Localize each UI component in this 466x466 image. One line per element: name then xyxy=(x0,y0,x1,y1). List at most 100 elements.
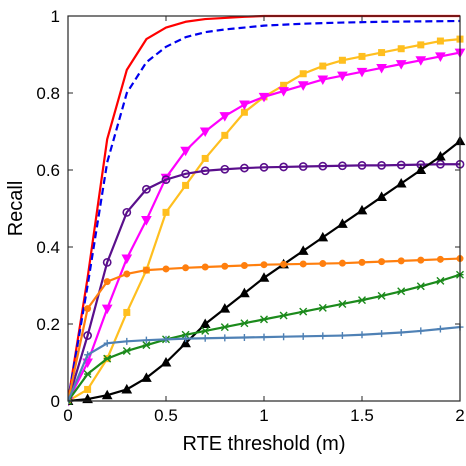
data-point xyxy=(436,255,444,263)
data-point xyxy=(258,272,270,282)
data-point xyxy=(219,112,231,122)
data-point xyxy=(239,163,249,173)
data-point xyxy=(299,260,307,268)
data-point xyxy=(182,181,190,189)
data-point xyxy=(259,162,269,172)
data-point xyxy=(240,108,248,116)
y-tick-label: 0.4 xyxy=(36,238,60,257)
y-tick-label: 0.6 xyxy=(36,161,60,180)
data-point xyxy=(436,276,445,285)
data-point xyxy=(319,260,327,268)
data-point xyxy=(337,218,348,228)
data-point xyxy=(103,278,111,286)
data-point xyxy=(397,45,405,53)
data-point xyxy=(435,151,446,161)
data-point xyxy=(220,164,230,174)
data-point xyxy=(123,270,131,278)
data-point xyxy=(260,261,268,269)
data-point xyxy=(378,330,386,338)
series-line xyxy=(68,51,461,402)
data-point xyxy=(84,305,92,313)
data-point xyxy=(182,335,190,343)
data-point xyxy=(299,332,307,340)
data-point xyxy=(182,264,190,272)
data-point xyxy=(280,260,288,268)
series-group xyxy=(68,14,466,407)
data-point xyxy=(319,62,327,70)
data-point xyxy=(221,334,229,342)
data-point xyxy=(239,287,250,298)
data-point xyxy=(395,177,407,188)
data-point xyxy=(84,385,92,393)
data-point xyxy=(378,49,386,57)
data-point xyxy=(239,100,250,111)
data-point xyxy=(297,81,309,91)
series-line xyxy=(68,163,460,402)
data-point xyxy=(200,166,210,176)
data-point xyxy=(162,335,170,343)
data-point xyxy=(338,299,347,308)
data-point xyxy=(219,303,231,313)
data-point xyxy=(101,389,113,400)
data-point xyxy=(395,60,407,70)
data-point xyxy=(356,204,368,215)
data-point xyxy=(318,161,328,171)
data-point xyxy=(417,41,425,49)
data-point xyxy=(318,303,327,312)
x-axis-label: RTE threshold (m) xyxy=(182,433,345,455)
data-point xyxy=(397,287,406,296)
data-point xyxy=(220,323,229,332)
data-point xyxy=(122,346,131,355)
series-line xyxy=(68,19,461,402)
data-point xyxy=(142,336,150,344)
series-8 xyxy=(68,270,464,405)
data-point xyxy=(123,308,131,316)
data-point xyxy=(162,208,170,216)
x-tick-label: 2 xyxy=(455,406,464,425)
series-2 xyxy=(68,19,461,402)
data-point xyxy=(297,245,309,255)
y-tick-label: 0.2 xyxy=(36,315,60,334)
data-point xyxy=(337,71,348,82)
data-point xyxy=(258,92,270,103)
series-5 xyxy=(68,159,465,406)
data-point xyxy=(102,257,112,267)
data-point xyxy=(161,175,171,185)
data-point xyxy=(317,75,329,86)
data-point xyxy=(121,254,133,265)
y-tick-label: 1 xyxy=(51,7,60,26)
data-point xyxy=(180,337,191,348)
data-point xyxy=(221,262,229,270)
data-point xyxy=(299,70,307,78)
data-point xyxy=(199,318,211,328)
data-point xyxy=(396,160,406,170)
data-point xyxy=(162,265,170,273)
data-point xyxy=(201,334,209,342)
data-point xyxy=(376,191,387,201)
data-point xyxy=(260,333,268,341)
data-point xyxy=(83,331,92,340)
series-6 xyxy=(68,135,466,405)
data-point xyxy=(319,332,327,340)
data-point xyxy=(142,266,150,274)
data-point xyxy=(417,256,425,264)
data-point xyxy=(101,304,113,315)
data-point xyxy=(201,154,209,162)
data-point xyxy=(123,337,131,345)
data-point xyxy=(279,311,288,320)
data-point xyxy=(397,328,405,336)
data-point xyxy=(317,231,329,242)
x-tick-label: 1 xyxy=(259,406,268,425)
data-point xyxy=(337,161,347,171)
data-point xyxy=(415,56,427,66)
data-point xyxy=(356,67,368,78)
data-point xyxy=(397,257,405,265)
data-point xyxy=(199,127,211,138)
data-point xyxy=(357,160,367,170)
data-point xyxy=(201,326,210,335)
data-point xyxy=(160,356,172,367)
data-point xyxy=(240,333,248,341)
x-tick-label: 0 xyxy=(63,406,72,425)
y-tick-label: 0.8 xyxy=(36,84,60,103)
